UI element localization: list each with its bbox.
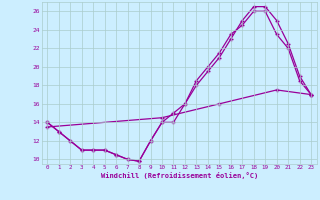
X-axis label: Windchill (Refroidissement éolien,°C): Windchill (Refroidissement éolien,°C) [100, 172, 258, 179]
